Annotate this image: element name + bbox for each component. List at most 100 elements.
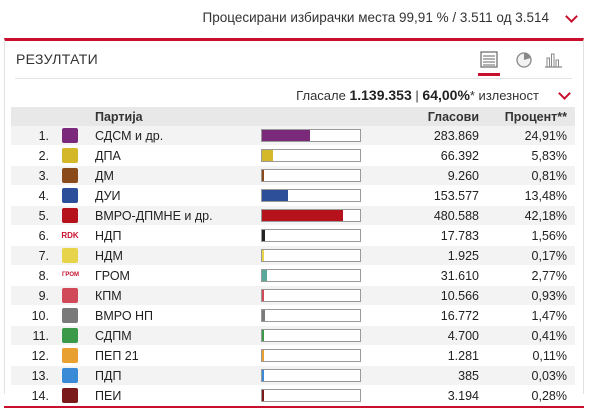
row-party: НДП [87, 225, 261, 246]
ndm-logo-icon [62, 248, 78, 264]
row-percent: 5,83% [487, 145, 575, 166]
row-rank: 3. [11, 165, 53, 186]
table-row: 7. НДМ 1.925 0,17% [11, 245, 575, 266]
vote-share-bar [261, 349, 361, 362]
vote-share-bar [261, 249, 361, 262]
row-percent: 0,11% [487, 345, 575, 366]
vote-share-fill [262, 210, 344, 221]
table-row: 9. КПМ 10.566 0,93% [11, 285, 575, 306]
row-rank: 2. [11, 145, 53, 166]
list-view-button[interactable] [478, 49, 500, 76]
table-row: 14. ПЕИ 3.194 0,28% [11, 385, 575, 406]
row-votes: 283.869 [371, 126, 487, 146]
kpm-logo-icon [62, 288, 78, 304]
table-row: 1. СДСМ и др. 283.869 24,91% [11, 126, 575, 146]
row-percent: 0,81% [487, 165, 575, 186]
dpa-logo-icon [62, 148, 78, 164]
vote-share-bar [261, 329, 361, 342]
grom-logo-icon: ГРОМ [62, 268, 79, 284]
row-party: КПМ [87, 285, 261, 306]
dm-logo-icon [62, 168, 78, 184]
row-votes: 31.610 [371, 265, 487, 286]
row-rank: 11. [11, 325, 53, 346]
vmro-dpmne-logo-icon [62, 208, 78, 224]
dui-logo-icon [62, 188, 78, 204]
row-votes: 3.194 [371, 385, 487, 406]
row-percent: 42,18% [487, 205, 575, 226]
row-party: ДУИ [87, 185, 261, 206]
pei-logo-icon [62, 388, 78, 404]
table-row: 3. ДМ 9.260 0,81% [11, 165, 575, 186]
row-party: ВМРО-ДПМНЕ и др. [87, 205, 261, 226]
vote-share-fill [262, 330, 264, 341]
row-percent: 2,77% [487, 265, 575, 286]
table-row: 8. ГРОМ ГРОМ 31.610 2,77% [11, 265, 575, 286]
header-votes[interactable]: Гласови [371, 107, 487, 126]
row-party: ВМРО НП [87, 305, 261, 326]
vote-share-bar [261, 229, 361, 242]
turnout-votes: 1.139.353 [349, 87, 412, 103]
vote-share-bar [261, 289, 361, 302]
turnout-suffix: * излезност [469, 88, 539, 103]
turnout-chevron-icon[interactable] [558, 87, 571, 100]
row-rank: 13. [11, 365, 53, 386]
vote-share-fill [262, 390, 264, 401]
divider [15, 78, 572, 79]
pep21-logo-icon [62, 348, 78, 364]
vote-share-bar [261, 369, 361, 382]
vote-share-fill [262, 250, 264, 261]
row-percent: 0,28% [487, 385, 575, 406]
table-row: 2. ДПА 66.392 5,83% [11, 145, 575, 166]
table-header-row: Партија Гласови Процент** [11, 107, 575, 126]
row-rank: 8. [11, 265, 53, 286]
bar-view-button[interactable] [542, 49, 564, 71]
row-percent: 1,56% [487, 225, 575, 246]
row-percent: 0,17% [487, 245, 575, 266]
table-row: 10. ВМРО НП 16.772 1,47% [11, 305, 575, 326]
row-rank: 14. [11, 385, 53, 406]
table-row: 5. ВМРО-ДПМНЕ и др. 480.588 42,18% [11, 205, 575, 226]
row-rank: 6. [11, 225, 53, 246]
row-percent: 0,03% [487, 365, 575, 386]
vote-share-fill [262, 230, 265, 241]
vote-share-bar [261, 149, 361, 162]
results-table: Партија Гласови Процент** 1. СДСМ и др. 28… [11, 107, 575, 406]
row-votes: 66.392 [371, 145, 487, 166]
pie-chart-icon [516, 52, 532, 68]
next-panel-border [4, 406, 584, 408]
row-party: ГРОМ [87, 265, 261, 286]
turnout-separator: | [415, 88, 419, 103]
table-row: 12. ПЕП 21 1.281 0,11% [11, 345, 575, 366]
table-row: 4. ДУИ 153.577 13,48% [11, 185, 575, 206]
row-rank: 10. [11, 305, 53, 326]
row-rank: 5. [11, 205, 53, 226]
row-votes: 17.783 [371, 225, 487, 246]
processed-stations-bar: Процесирани избирачки места 99,91 % / 3.… [0, 0, 593, 38]
row-percent: 24,91% [487, 126, 575, 146]
row-party: НДМ [87, 245, 261, 266]
row-party: СДСМ и др. [87, 126, 261, 146]
pie-view-button[interactable] [513, 49, 535, 71]
vote-share-bar [261, 169, 361, 182]
vote-share-bar [261, 129, 361, 142]
row-votes: 4.700 [371, 325, 487, 346]
row-rank: 1. [11, 126, 53, 146]
table-row: 13. ПДП 385 0,03% [11, 365, 575, 386]
vote-share-fill [262, 170, 264, 181]
row-percent: 0,93% [487, 285, 575, 306]
vote-share-fill [262, 310, 265, 321]
vote-share-fill [262, 190, 288, 201]
table-row: 6. RDK НДП 17.783 1,56% [11, 225, 575, 246]
table-row: 11. СДПМ 4.700 0,41% [11, 325, 575, 346]
row-rank: 12. [11, 345, 53, 366]
row-votes: 16.772 [371, 305, 487, 326]
header-percent[interactable]: Процент** [487, 107, 575, 126]
row-rank: 9. [11, 285, 53, 306]
vote-share-bar [261, 209, 361, 222]
row-party: СДПМ [87, 325, 261, 346]
row-votes: 153.577 [371, 185, 487, 206]
expand-chevron-icon[interactable] [565, 10, 578, 23]
row-party: ПЕИ [87, 385, 261, 406]
row-percent: 13,48% [487, 185, 575, 206]
header-party[interactable]: Партија [87, 107, 261, 126]
